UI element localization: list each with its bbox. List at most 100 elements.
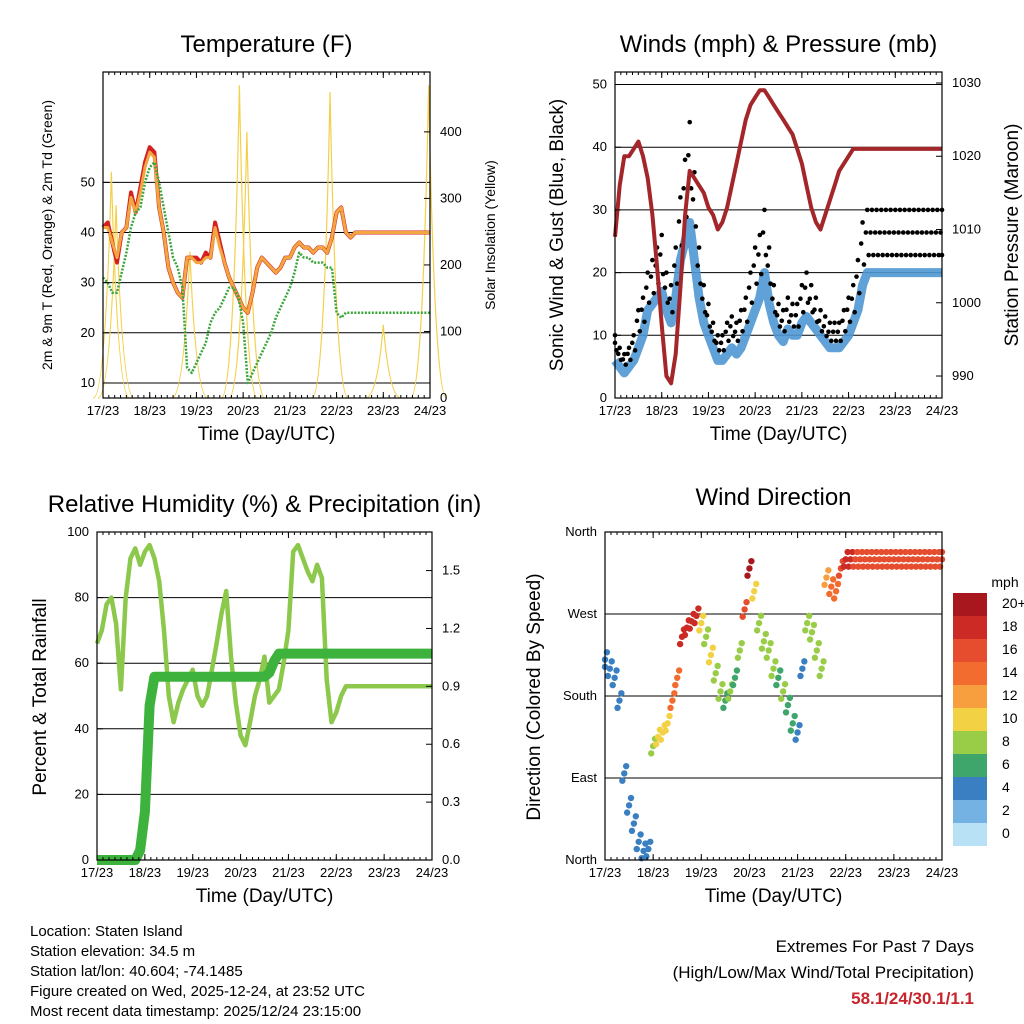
y-axis-label: Direction (Colored By Speed) [524,573,545,820]
solar-insolation-line [97,205,135,399]
legend-swatch [953,777,987,800]
station-info: Location: Staten Island Station elevatio… [30,922,365,1022]
y-right-tick-label: 990 [952,368,974,383]
y-right-tick-label: 1000 [952,295,981,310]
y-tick-label: 30 [593,202,607,217]
gust-point [931,252,937,258]
y-tick-label: West [568,606,598,621]
gust-point [813,295,819,300]
direction-point [652,741,660,748]
direction-point [693,612,700,620]
x-tick-label: 17/23 [81,865,114,880]
gust-point [860,220,865,225]
gust-point [843,328,848,334]
direction-point [825,567,832,574]
direction-point [794,729,801,736]
direction-point [882,548,890,556]
x-tick-label: 18/23 [129,865,162,880]
direction-point [630,820,638,827]
gust-point [681,186,686,191]
gust-point [690,197,696,202]
gust-point [650,257,655,263]
direction-point [758,645,766,652]
gust-point [874,207,879,213]
direction-point [695,605,702,612]
direction-point [916,548,924,556]
direction-point [645,845,652,853]
y-tick-label: 0 [600,390,607,405]
gust-point [913,252,918,258]
gust-point [925,207,931,213]
direction-point [866,556,873,563]
gust-point [714,340,719,346]
relative-humidity-line [94,542,432,748]
direction-point [832,588,840,595]
x-tick-label: 22/23 [320,403,353,418]
gust-point [726,338,731,344]
gust-point [864,207,870,213]
gust-point [701,282,707,288]
direction-point [873,548,880,556]
gust-point [933,230,939,235]
direction-point [902,548,909,556]
y-axis-label: Percent & Total Rainfall [30,598,51,795]
gust-point [793,312,799,318]
gust-point [855,257,861,263]
gust-point [903,252,909,258]
direction-point [782,709,790,716]
gust-point [724,320,730,326]
gust-point [804,270,809,275]
direction-point [696,627,703,634]
legend-label: 4 [1002,779,1010,795]
direction-point [810,621,818,629]
x-axis-label: Time (Day/UTC) [710,424,848,445]
direction-point [881,556,888,563]
direction-point [757,612,765,620]
direction-point [799,665,806,672]
direction-point [609,681,616,689]
series-line-2m-t [101,145,430,315]
direction-point [777,667,784,674]
direction-point [854,548,861,556]
direction-point [929,556,936,563]
direction-point [608,658,615,665]
direction-point [922,563,929,570]
y-axis-label: Sonic Wind & Gust (Blue, Black) [547,99,568,371]
gust-point [805,300,811,306]
direction-point [691,619,698,627]
direction-point [876,556,883,563]
y-tick-label: 100 [67,524,89,539]
gust-point [786,319,792,325]
gust-point [634,318,640,324]
gust-point [840,318,845,324]
direction-point [681,631,689,639]
direction-point [917,563,925,570]
total-rainfall-line [96,648,433,865]
direction-point [806,636,814,643]
gust-point [828,338,834,344]
gust-point [902,207,907,213]
gust-point [730,333,736,339]
x-tick-label: 21/23 [781,865,814,880]
direction-point [768,672,775,680]
direction-point [888,563,896,570]
legend-label: 6 [1002,756,1010,772]
gust-point [693,224,699,229]
gust-point [861,262,867,267]
y-tick-label: 30 [81,275,95,290]
y-right-axis-label: Solar Insolation (Yellow) [482,160,498,310]
gust-point [818,307,823,313]
gust-point [889,252,895,258]
direction-point [763,654,770,661]
elevation-text: Station elevation: 34.5 m [30,943,196,960]
gust-point [863,230,869,235]
y-right-tick-label: 1.2 [442,620,460,635]
legend-swatch [953,662,987,685]
gust-point [914,230,920,235]
y-tick-label: South [563,688,597,703]
chart-title: Temperature (F) [180,31,352,58]
direction-point [619,777,626,784]
gust-point [648,274,654,279]
gust-point [875,252,881,258]
direction-point [907,563,915,570]
